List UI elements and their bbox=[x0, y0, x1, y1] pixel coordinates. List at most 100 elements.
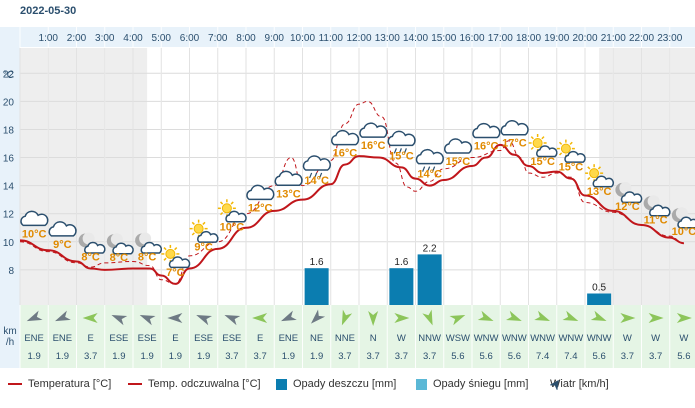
wind-speed: 3.7 bbox=[84, 351, 97, 362]
wind-arrow-icon bbox=[26, 310, 43, 322]
moon-cloud-icon bbox=[78, 232, 106, 254]
precip-label: 0.5 bbox=[592, 283, 606, 294]
wind-arrow-icon bbox=[550, 379, 559, 390]
rain-cloud-icon bbox=[302, 155, 331, 179]
hour-label: 9:00 bbox=[265, 33, 285, 44]
rain-cloud-icon bbox=[387, 130, 416, 154]
hour-label: 18:00 bbox=[516, 33, 541, 44]
wind-direction: W bbox=[623, 333, 632, 344]
hour-label: 21:00 bbox=[601, 33, 626, 44]
wind-speed: 5.6 bbox=[677, 351, 690, 362]
wind-direction: W bbox=[397, 333, 406, 344]
wind-arrow-icon bbox=[139, 315, 156, 326]
precip-label: 1.6 bbox=[310, 257, 324, 268]
legend-label: Temp. odczuwalna [°C] bbox=[148, 378, 261, 390]
temp-label: 15°C bbox=[446, 156, 471, 168]
wind-arrow-icon bbox=[506, 310, 522, 321]
wind-speed: 1.9 bbox=[28, 351, 41, 362]
wind-arrow-icon bbox=[252, 313, 268, 323]
legend-box-swatch bbox=[416, 378, 427, 390]
cloud-icon bbox=[20, 210, 49, 227]
wind-speed: 3.7 bbox=[225, 351, 238, 362]
precip-label: 1.6 bbox=[394, 257, 408, 268]
wind-speed: 5.6 bbox=[508, 351, 521, 362]
wind-speed: 3.7 bbox=[649, 351, 662, 362]
hour-label: 16:00 bbox=[459, 33, 484, 44]
wind-arrow-icon bbox=[648, 313, 664, 323]
y-tick-label: 16 bbox=[3, 154, 15, 165]
y-tick-label: 10 bbox=[3, 238, 15, 249]
hour-label: 8:00 bbox=[236, 33, 256, 44]
temp-label: 15°C bbox=[559, 162, 584, 174]
wind-speed: 3.7 bbox=[423, 351, 436, 362]
wind-direction: WNW bbox=[558, 333, 583, 344]
wind-direction: WNW bbox=[587, 333, 612, 344]
legend-box-swatch bbox=[276, 378, 287, 390]
wind-arrow-icon bbox=[394, 313, 410, 323]
sun-cloud-icon bbox=[161, 244, 191, 269]
wind-direction: NE bbox=[310, 333, 323, 344]
y-tick-label: 12 bbox=[3, 210, 15, 221]
wind-arrow-icon bbox=[620, 313, 636, 323]
wind-arrow-icon bbox=[82, 313, 98, 323]
hour-header bbox=[20, 27, 695, 47]
temperature-line bbox=[19, 143, 684, 285]
hour-label: 17:00 bbox=[488, 33, 513, 44]
wind-arrow-icon bbox=[422, 309, 433, 326]
axis-band bbox=[0, 27, 20, 368]
wind-speed: 1.9 bbox=[56, 351, 69, 362]
legend-label: Wiatr [km/h] bbox=[550, 378, 609, 390]
wind-arrow-icon bbox=[590, 310, 607, 321]
legend-item: Temp. odczuwalna [°C] bbox=[128, 378, 261, 390]
hour-label: 2:00 bbox=[67, 33, 87, 44]
hour-label: 6:00 bbox=[180, 33, 200, 44]
wind-direction: NNW bbox=[418, 333, 441, 344]
legend-line-swatch bbox=[128, 383, 142, 385]
date-heading: 2022-05-30 bbox=[20, 5, 77, 17]
hour-label: 15:00 bbox=[431, 33, 456, 44]
wind-speed: 1.9 bbox=[197, 351, 210, 362]
wind-speed: 1.9 bbox=[112, 351, 125, 362]
wind-unit-label: /h bbox=[6, 337, 14, 348]
wind-direction: ESE bbox=[194, 333, 213, 344]
wind-speed: 1.9 bbox=[282, 351, 295, 362]
temp-label: 11°C bbox=[644, 214, 668, 226]
y-tick-label: 8 bbox=[8, 266, 14, 277]
wind-speed: 5.6 bbox=[480, 351, 493, 362]
precip-bar bbox=[587, 293, 612, 305]
sun-cloud-icon bbox=[189, 219, 219, 243]
wind-speed: 3.7 bbox=[621, 351, 634, 362]
hour-label: 14:00 bbox=[403, 33, 428, 44]
hour-label: 13:00 bbox=[375, 33, 400, 44]
wind-direction: W bbox=[679, 333, 688, 344]
temp-label: 9°C bbox=[53, 239, 72, 251]
hour-label: 1:00 bbox=[39, 33, 59, 44]
wind-speed: 7.4 bbox=[564, 351, 577, 362]
moon-cloud-icon bbox=[106, 233, 134, 255]
temp-label: 10°C bbox=[672, 226, 695, 238]
cloud-icon bbox=[359, 122, 388, 138]
cloud-icon bbox=[48, 221, 77, 237]
wind-direction: W bbox=[651, 333, 660, 344]
wind-speed: 5.6 bbox=[451, 351, 464, 362]
wind-arrow-icon bbox=[368, 311, 379, 326]
wind-arrow-icon bbox=[55, 310, 71, 322]
temp-label: 15°C bbox=[530, 156, 555, 168]
wind-speed: 3.7 bbox=[254, 351, 267, 362]
y-tick-label: 20 bbox=[3, 97, 15, 108]
moon-cloud-icon bbox=[671, 207, 695, 229]
moon-cloud-icon bbox=[615, 181, 643, 204]
forecast-svg: 1:00 2:00 3:00 4:00 5:00 6:00 7:00 8:00 9:00 10:0… bbox=[0, 27, 695, 368]
wind-arrow-icon bbox=[196, 315, 212, 326]
wind-direction: E bbox=[87, 333, 93, 344]
rain-cloud-icon bbox=[415, 148, 444, 172]
precip-bar bbox=[304, 268, 329, 305]
wind-speed: 3.7 bbox=[395, 351, 408, 362]
wind-arrow-icon bbox=[534, 310, 551, 321]
sun-cloud-icon bbox=[556, 139, 586, 163]
wind-direction: ENE bbox=[279, 333, 299, 344]
wind-arrow-icon bbox=[224, 315, 241, 326]
legend-item: Opady deszczu [mm] bbox=[276, 378, 396, 390]
hour-label: 22:00 bbox=[629, 33, 654, 44]
cloud-icon bbox=[246, 184, 275, 201]
